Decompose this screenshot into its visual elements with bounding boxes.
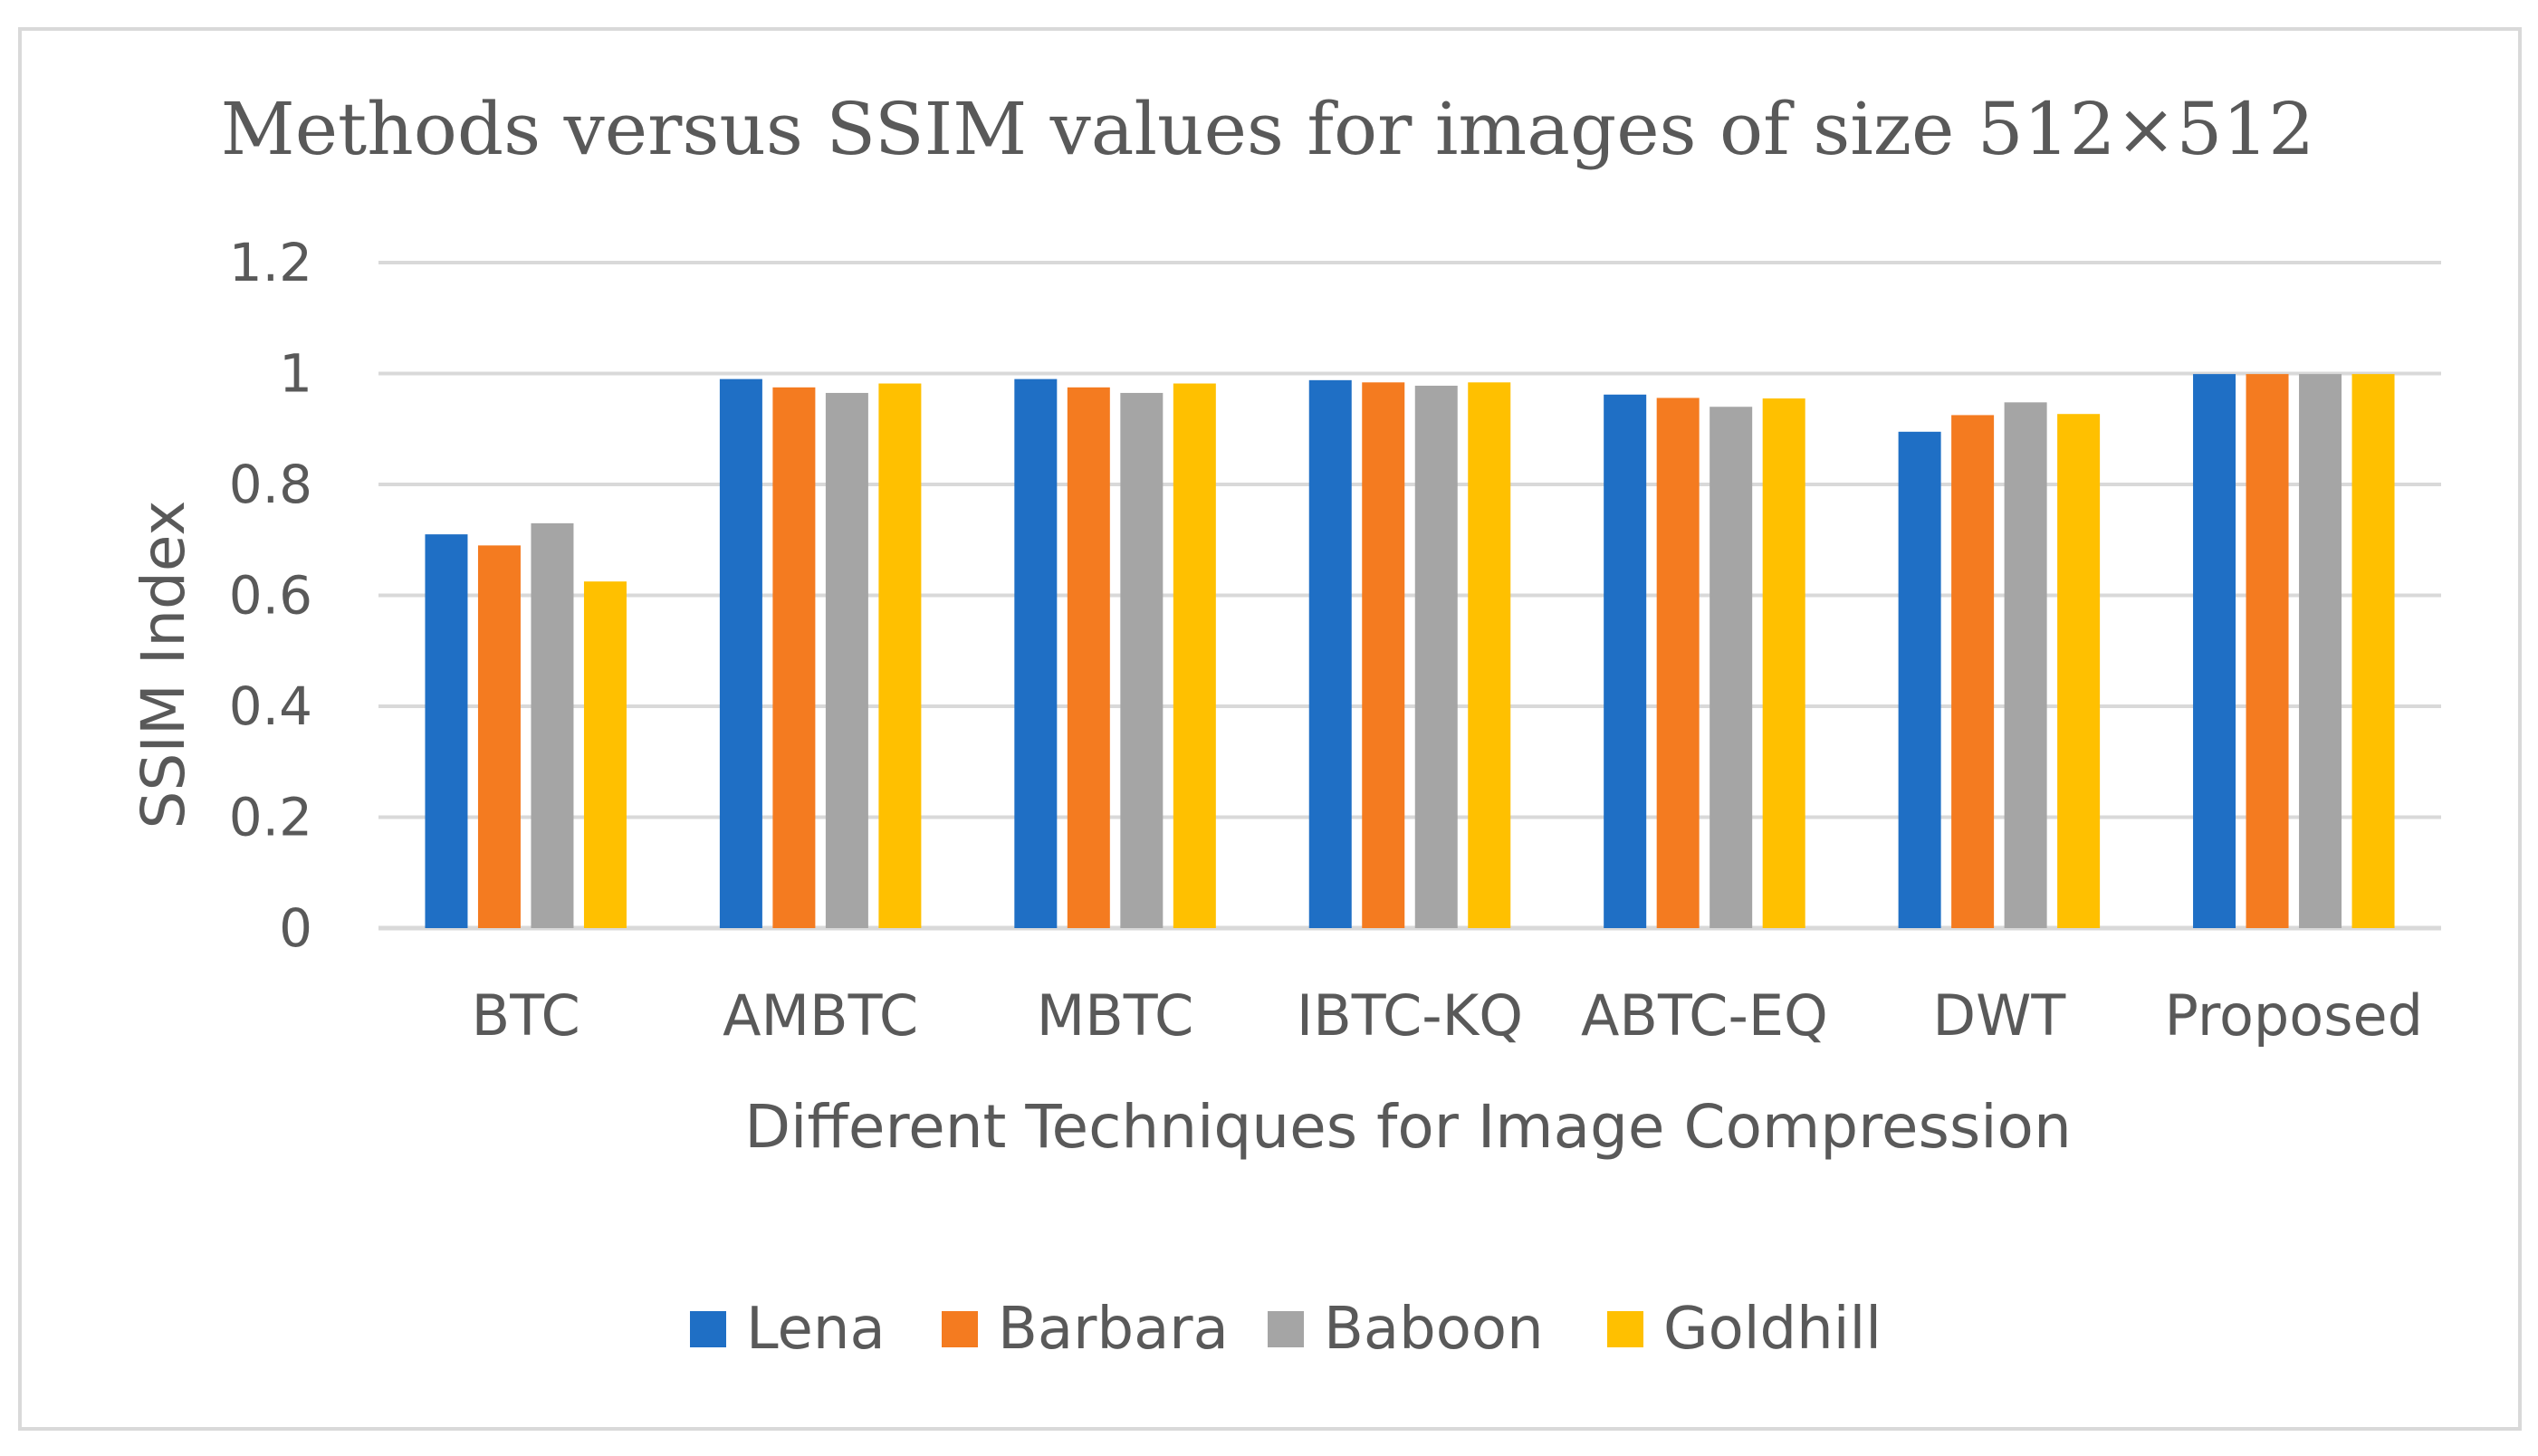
bar-baboon-dwt [2004, 402, 2047, 929]
bar-barbara-abtc-eq [1656, 398, 1700, 928]
x-tick-label: AMBTC [723, 982, 918, 1049]
bar-baboon-btc [531, 522, 574, 928]
bar-goldhill-ambtc [878, 383, 922, 928]
bar-lena-ibtc-kq [1308, 379, 1352, 929]
x-tick-label: DWT [1932, 982, 2066, 1049]
y-tick-label: 1.2 [229, 232, 312, 293]
bar-lena-ambtc [719, 378, 762, 928]
bar-goldhill-ibtc-kq [1468, 382, 1511, 928]
x-axis-labels: BTC AMBTC MBTC IBTC-KQ ABTC-EQ DWT Proposed [472, 982, 2423, 1049]
bar-baboon-mbtc [1120, 392, 1164, 928]
bar-lena-dwt [1898, 431, 1941, 928]
bar-lena-proposed [2193, 374, 2236, 928]
y-tick-label: 1 [279, 343, 312, 405]
y-tick-label: 0.4 [229, 675, 312, 737]
bar-goldhill-dwt [2057, 414, 2101, 928]
x-tick-label: ABTC-EQ [1581, 982, 1828, 1049]
bar-lena-btc [425, 534, 468, 928]
bar-barbara-dwt [1951, 415, 1995, 928]
bar-baboon-ambtc [825, 392, 868, 928]
legend-swatch-goldhill [1607, 1311, 1643, 1347]
bar-goldhill-abtc-eq [1762, 398, 1805, 928]
legend-swatch-baboon [1268, 1311, 1304, 1347]
legend-label-lena: Lena [746, 1296, 886, 1363]
bar-goldhill-btc [583, 581, 627, 928]
y-tick-label: 0.6 [229, 565, 312, 627]
bar-lena-mbtc [1014, 378, 1058, 928]
legend-swatch-lena [690, 1311, 726, 1347]
y-axis-ticks: 0 0.2 0.4 0.6 0.8 1 1.2 [229, 232, 312, 959]
legend: Lena Barbara Baboon Goldhill [690, 1296, 1882, 1363]
bar-barbara-mbtc [1067, 387, 1110, 928]
bar-barbara-btc [477, 545, 521, 928]
legend-label-goldhill: Goldhill [1663, 1296, 1882, 1363]
bar-barbara-ibtc-kq [1362, 382, 1405, 928]
bar-goldhill-mbtc [1173, 383, 1216, 928]
x-tick-label: IBTC-KQ [1297, 982, 1523, 1049]
x-tick-label: MBTC [1037, 982, 1194, 1049]
y-tick-label: 0.8 [229, 454, 312, 515]
y-axis-title: SSIM Index [129, 501, 198, 829]
bar-goldhill-proposed [2351, 374, 2395, 928]
x-tick-label: Proposed [2165, 982, 2423, 1049]
bar-barbara-proposed [2246, 374, 2289, 928]
bar-baboon-proposed [2299, 374, 2342, 928]
bars [425, 374, 2395, 929]
legend-label-baboon: Baboon [1324, 1296, 1544, 1363]
chart-title: Methods versus SSIM values for images of… [221, 87, 2314, 171]
gridlines [378, 261, 2441, 931]
bar-baboon-abtc-eq [1710, 407, 1753, 928]
y-tick-label: 0 [279, 897, 312, 959]
legend-label-barbara: Barbara [998, 1296, 1229, 1363]
legend-swatch-barbara [942, 1311, 978, 1347]
bar-barbara-ambtc [772, 387, 816, 928]
x-tick-label: BTC [472, 982, 580, 1049]
bar-baboon-ibtc-kq [1414, 385, 1458, 929]
bar-lena-abtc-eq [1604, 394, 1647, 928]
y-tick-label: 0.2 [229, 787, 312, 848]
x-axis-title: Different Techniques for Image Compressi… [744, 1092, 2072, 1162]
